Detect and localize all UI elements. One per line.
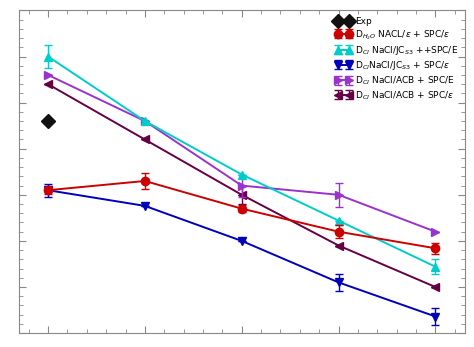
- Legend: Exp, D$_{\mathit{H_2O}}$ NACL/$\varepsilon$ + SPC/$\varepsilon$, D$_{Cl}$ NaCl/J: Exp, D$_{\mathit{H_2O}}$ NACL/$\varepsil…: [333, 15, 460, 103]
